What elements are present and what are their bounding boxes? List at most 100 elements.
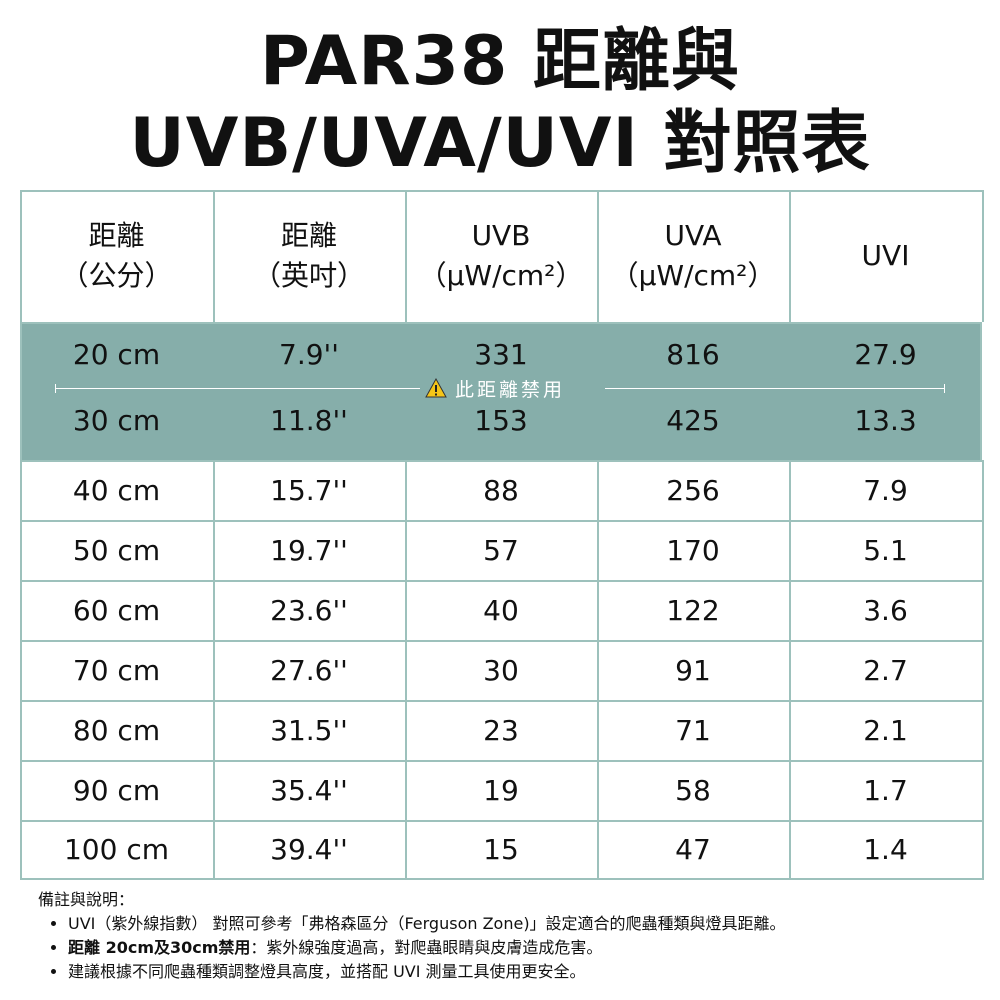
table-cell: 80 cm xyxy=(72,713,161,747)
grid-line xyxy=(213,190,215,322)
header-cell: UVB （µW/cm²） xyxy=(405,190,597,322)
table-cell: 11.8'' xyxy=(270,403,348,437)
table-cell: 31.5'' xyxy=(270,713,348,747)
title-line: PAR38 距離與 xyxy=(260,22,740,101)
table-cell: 70 cm xyxy=(72,653,161,687)
grid-line xyxy=(20,190,22,322)
header-text: （公分） xyxy=(60,259,173,292)
grid-line xyxy=(982,460,984,880)
grid-line xyxy=(213,460,215,880)
header-text: （µW/cm²） xyxy=(418,259,584,292)
grid-line xyxy=(20,322,22,460)
note-item: 距離 20cm及30cm禁用：紫外線強度過高，對爬蟲眼睛與皮膚造成危害。 xyxy=(68,936,786,960)
table-cell: 19.7'' xyxy=(270,533,348,567)
note-bold: 距離 20cm及30cm禁用 xyxy=(68,938,251,957)
header-text: 距離 xyxy=(88,219,145,252)
table-cell: 27.6'' xyxy=(270,653,348,687)
table-cell: 15.7'' xyxy=(270,473,348,507)
header-cell: 距離 （公分） xyxy=(20,190,213,322)
table-cell: 23.6'' xyxy=(270,593,348,627)
table-cell: 88 xyxy=(483,473,519,507)
table-cell: 19 xyxy=(483,773,519,807)
grid-line xyxy=(20,700,982,702)
table-cell: 27.9 xyxy=(854,337,917,371)
table-cell: 91 xyxy=(675,653,711,687)
header-text: UVB xyxy=(471,219,531,252)
table-cell: 2.1 xyxy=(863,713,908,747)
forbidden-band xyxy=(20,322,982,460)
table-cell: 40 cm xyxy=(72,473,161,507)
table-cell: 7.9'' xyxy=(279,337,339,371)
notes-list: UVI（紫外線指數） 對照可參考「弗格森區分（Ferguson Zone)」設定… xyxy=(38,912,786,984)
grid-line xyxy=(597,460,599,880)
header-cell: UVA （µW/cm²） xyxy=(597,190,789,322)
table-cell: 1.7 xyxy=(863,773,908,807)
grid-line xyxy=(20,580,982,582)
grid-line xyxy=(20,460,22,880)
notes-title: 備註與說明： xyxy=(38,890,135,909)
table-cell: 15 xyxy=(483,832,519,866)
table-cell: 35.4'' xyxy=(270,773,348,807)
header-text: 距離 xyxy=(280,219,337,252)
header-text: UVA xyxy=(664,219,722,252)
title-line: UVB/UVA/UVI 對照表 xyxy=(129,104,871,183)
table-cell: 256 xyxy=(666,473,720,507)
grid-line xyxy=(20,820,982,822)
table-cell: 3.6 xyxy=(863,593,908,627)
table-cell: 425 xyxy=(666,403,720,437)
grid-line xyxy=(20,190,982,192)
table-cell: 5.1 xyxy=(863,533,908,567)
grid-line xyxy=(405,190,407,322)
grid-line xyxy=(20,640,982,642)
grid-line xyxy=(20,460,982,462)
table-cell: 13.3 xyxy=(854,403,917,437)
table-cell: 30 cm xyxy=(72,403,161,437)
warning-text: 此距離禁用 xyxy=(455,378,566,401)
grid-line xyxy=(789,190,791,322)
table-cell: 90 cm xyxy=(72,773,161,807)
table-cell: 20 cm xyxy=(72,337,161,371)
header-cell: 距離 （英吋） xyxy=(213,190,405,322)
header-text: （µW/cm²） xyxy=(610,259,776,292)
table-cell: 23 xyxy=(483,713,519,747)
table-cell: 2.7 xyxy=(863,653,908,687)
table-cell: 60 cm xyxy=(72,593,161,627)
note-text: ：紫外線強度過高，對爬蟲眼睛與皮膚造成危害。 xyxy=(250,938,603,957)
tick xyxy=(55,384,56,393)
table-cell: 57 xyxy=(483,533,519,567)
table-cell: 58 xyxy=(675,773,711,807)
table-cell: 7.9 xyxy=(863,473,908,507)
table-cell: 816 xyxy=(666,337,720,371)
table-cell: 122 xyxy=(666,593,720,627)
notes: 備註與說明： UVI（紫外線指數） 對照可參考「弗格森區分（Ferguson Z… xyxy=(38,888,786,984)
table-cell: 47 xyxy=(675,832,711,866)
rule xyxy=(605,388,945,389)
table-cell: 331 xyxy=(474,337,528,371)
table-cell: 153 xyxy=(474,403,528,437)
grid-line xyxy=(405,460,407,880)
header-cell: UVI xyxy=(789,190,982,322)
grid-line xyxy=(20,760,982,762)
grid-line xyxy=(982,190,984,322)
header-text: UVI xyxy=(861,239,910,272)
rule xyxy=(55,388,420,389)
table-cell: 30 xyxy=(483,653,519,687)
grid-line xyxy=(980,322,982,460)
grid-line xyxy=(597,190,599,322)
table-cell: 50 cm xyxy=(72,533,161,567)
note-item: 建議根據不同爬蟲種類調整燈具高度，並搭配 UVI 測量工具使用更安全。 xyxy=(68,960,786,984)
tick xyxy=(944,384,945,393)
grid-line xyxy=(789,460,791,880)
warning: 此距離禁用 xyxy=(425,375,565,401)
grid-line xyxy=(20,322,982,324)
note-text: UVI（紫外線指數） 對照可參考「弗格森區分（Ferguson Zone)」設定… xyxy=(68,914,786,933)
grid-line xyxy=(20,878,982,880)
warning-icon xyxy=(425,378,447,398)
table-cell: 170 xyxy=(666,533,720,567)
table-cell: 100 cm xyxy=(63,832,169,866)
note-text: 建議根據不同爬蟲種類調整燈具高度，並搭配 UVI 測量工具使用更安全。 xyxy=(68,962,586,981)
table-cell: 71 xyxy=(675,713,711,747)
grid-line xyxy=(20,520,982,522)
table-cell: 1.4 xyxy=(863,832,908,866)
